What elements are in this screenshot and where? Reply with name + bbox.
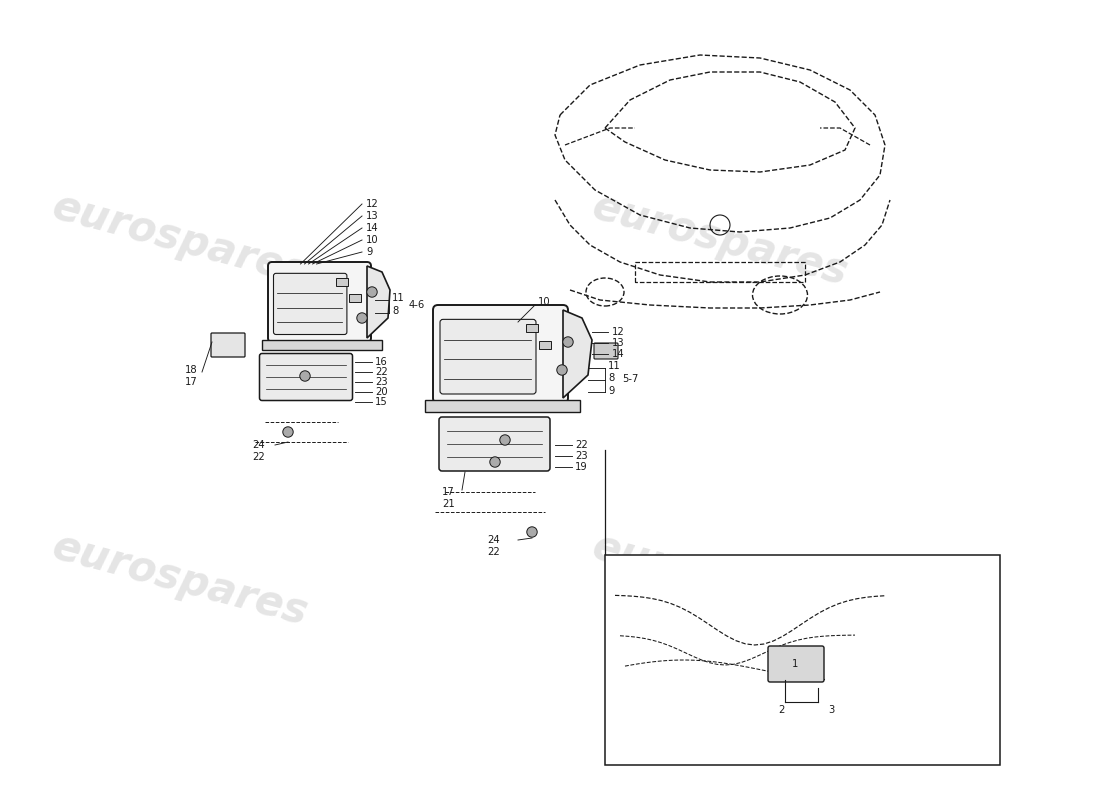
Text: 10: 10 [538,297,551,307]
Bar [539,341,551,349]
Text: 13: 13 [612,338,625,348]
Text: 22: 22 [575,440,587,450]
Circle shape [499,435,510,445]
Bar [605,555,1000,765]
Text: 17: 17 [442,487,455,497]
Circle shape [557,365,568,375]
Text: 22: 22 [487,547,500,557]
FancyBboxPatch shape [768,646,824,682]
Bar [262,340,382,350]
Text: 22: 22 [375,367,387,377]
Text: 3: 3 [828,705,834,715]
FancyBboxPatch shape [268,262,371,342]
Text: eurospares: eurospares [47,186,312,294]
Circle shape [563,337,573,347]
Text: 11: 11 [608,361,620,371]
FancyBboxPatch shape [439,417,550,471]
Circle shape [356,313,367,323]
Circle shape [366,286,377,298]
FancyBboxPatch shape [594,343,618,359]
Text: 20: 20 [375,387,387,397]
Text: 8: 8 [392,306,398,316]
Text: 16: 16 [375,357,387,367]
Circle shape [300,371,310,382]
Circle shape [283,427,294,437]
Text: 4-6: 4-6 [409,299,426,310]
Text: 24: 24 [487,535,500,545]
Text: 11: 11 [392,293,405,303]
Text: 19: 19 [575,462,587,472]
Text: 14: 14 [366,223,378,233]
Circle shape [490,457,500,467]
Text: 17: 17 [185,377,198,387]
FancyBboxPatch shape [260,354,352,401]
Text: 23: 23 [375,377,387,387]
Text: 23: 23 [575,451,587,461]
Text: 22: 22 [252,452,265,462]
Text: 14: 14 [612,349,625,359]
Text: 9: 9 [366,247,373,257]
Circle shape [527,527,537,538]
Text: eurospares: eurospares [587,186,852,294]
FancyBboxPatch shape [211,333,245,357]
Text: 2: 2 [778,705,784,715]
Text: 9: 9 [608,386,615,396]
Bar [425,400,580,412]
Text: 10: 10 [366,235,378,245]
Text: eurospares: eurospares [47,526,312,634]
Bar [336,278,348,286]
FancyBboxPatch shape [433,305,568,403]
Polygon shape [367,266,390,338]
Text: 15: 15 [375,397,387,407]
Text: eurospares: eurospares [587,526,852,634]
Text: 12: 12 [366,199,378,209]
Text: 18: 18 [186,365,198,375]
Text: 8: 8 [608,373,614,383]
Text: 1: 1 [792,659,799,669]
FancyBboxPatch shape [440,319,536,394]
Bar [526,324,538,332]
Text: 5-7: 5-7 [621,374,638,383]
Polygon shape [563,310,592,398]
Text: 12: 12 [612,327,625,337]
Text: 24: 24 [252,440,265,450]
Text: 21: 21 [442,499,455,509]
Text: 13: 13 [366,211,378,221]
Bar [349,294,361,302]
FancyBboxPatch shape [274,274,346,334]
